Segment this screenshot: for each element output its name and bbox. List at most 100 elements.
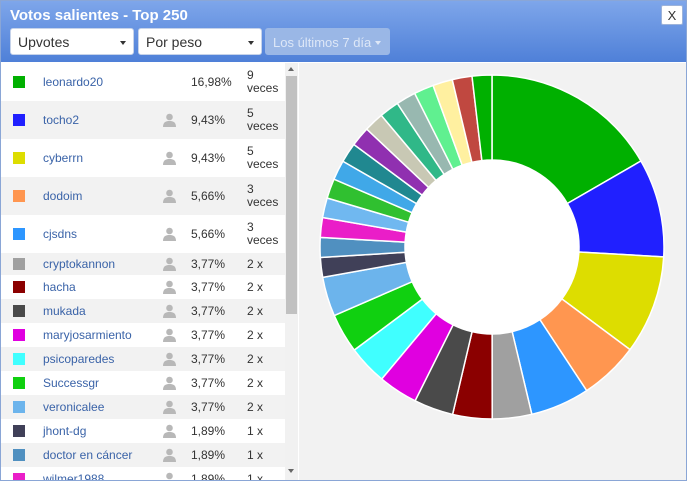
voter-name[interactable]: wilmer1988 xyxy=(43,472,105,481)
color-swatch xyxy=(13,377,25,389)
list-item[interactable]: cjsdns 5,66% 3 veces xyxy=(1,215,285,253)
chart-area xyxy=(299,63,686,480)
voter-name[interactable]: doctor en cáncer xyxy=(43,448,133,462)
list-item[interactable]: dodoim 5,66% 3 veces xyxy=(1,177,285,215)
voter-name[interactable]: leonardo20 xyxy=(43,75,104,89)
scroll-up-icon[interactable] xyxy=(288,67,294,71)
vote-count: 1 x xyxy=(247,472,264,481)
list-item[interactable]: wilmer1988 1,89% 1 x xyxy=(1,467,285,481)
user-icon xyxy=(163,280,176,294)
list-item[interactable]: cyberrn 9,43% 5 veces xyxy=(1,139,285,177)
color-swatch xyxy=(13,425,25,437)
list-item[interactable]: leonardo20 16,98% 9 veces xyxy=(1,63,285,101)
user-icon xyxy=(163,227,176,241)
vote-percentage: 5,66% xyxy=(191,227,226,241)
voter-name[interactable]: dodoim xyxy=(43,189,83,203)
vote-count: 2 x xyxy=(247,376,264,390)
list-scrollbar[interactable] xyxy=(285,63,298,480)
vote-percentage: 5,66% xyxy=(191,189,226,203)
list-item[interactable]: psicoparedes 3,77% 2 x xyxy=(1,347,285,371)
vote-count: 2 x xyxy=(247,400,264,414)
list-item[interactable]: hacha 3,77% 2 x xyxy=(1,275,285,299)
chevron-down-icon xyxy=(375,41,381,45)
voter-name[interactable]: cjsdns xyxy=(43,227,78,241)
scroll-thumb[interactable] xyxy=(286,76,297,314)
scroll-down-icon[interactable] xyxy=(288,469,294,473)
color-swatch xyxy=(13,114,25,126)
user-icon xyxy=(163,328,176,342)
list-item[interactable]: veronicalee 3,77% 2 x xyxy=(1,395,285,419)
vote-percentage: 9,43% xyxy=(191,151,226,165)
vote-percentage: 3,77% xyxy=(191,376,226,390)
list-item[interactable]: Successgr 3,77% 2 x xyxy=(1,371,285,395)
vote-count: 3 veces xyxy=(247,220,279,247)
user-icon xyxy=(163,424,176,438)
vote-type-value: Upvotes xyxy=(18,34,70,50)
vote-percentage: 3,77% xyxy=(191,280,226,294)
vote-count: 9 veces xyxy=(247,68,279,95)
user-icon xyxy=(163,304,176,318)
voter-name[interactable]: tocho2 xyxy=(43,113,80,127)
chevron-down-icon xyxy=(248,41,254,45)
voter-name[interactable]: Successgr xyxy=(43,376,100,390)
voter-name[interactable]: cyberrn xyxy=(43,151,84,165)
color-swatch xyxy=(13,401,25,413)
close-button[interactable]: X xyxy=(661,5,683,25)
color-swatch xyxy=(13,152,25,164)
user-icon xyxy=(163,257,176,271)
list-item[interactable]: jhont-dg 1,89% 1 x xyxy=(1,419,285,443)
vote-percentage: 16,98% xyxy=(191,75,232,89)
vote-percentage: 1,89% xyxy=(191,424,226,438)
voter-list: leonardo20 16,98% 9 veces tocho2 9,43% 5 vece… xyxy=(1,63,298,481)
list-item[interactable]: mukada 3,77% 2 x xyxy=(1,299,285,323)
vote-percentage: 3,77% xyxy=(191,328,226,342)
color-swatch xyxy=(13,305,25,317)
vote-count: 2 x xyxy=(247,328,264,342)
weight-select[interactable]: Por peso xyxy=(138,28,262,55)
vote-count: 2 x xyxy=(247,352,264,366)
color-swatch xyxy=(13,473,25,480)
list-item[interactable]: tocho2 9,43% 5 veces xyxy=(1,101,285,139)
list-item[interactable]: maryjosarmiento 3,77% 2 x xyxy=(1,323,285,347)
vote-count: 1 x xyxy=(247,448,264,462)
voter-name[interactable]: psicoparedes xyxy=(43,352,115,366)
color-swatch xyxy=(13,281,25,293)
list-item[interactable]: cryptokannon 3,77% 2 x xyxy=(1,253,285,275)
vote-count: 2 x xyxy=(247,257,264,271)
color-swatch xyxy=(13,353,25,365)
period-select[interactable]: Los últimos 7 día xyxy=(265,28,390,55)
chevron-down-icon xyxy=(120,41,126,45)
color-swatch xyxy=(13,76,25,88)
vote-count: 3 veces xyxy=(247,182,279,209)
user-icon xyxy=(163,113,176,127)
donut-chart xyxy=(319,74,665,420)
voter-name[interactable]: hacha xyxy=(43,280,76,294)
user-icon xyxy=(163,448,176,462)
voter-name[interactable]: mukada xyxy=(43,304,86,318)
vote-count: 2 x xyxy=(247,280,264,294)
vote-percentage: 3,77% xyxy=(191,304,226,318)
vote-type-select[interactable]: Upvotes xyxy=(10,28,134,55)
color-swatch xyxy=(13,228,25,240)
voter-name[interactable]: veronicalee xyxy=(43,400,105,414)
user-icon xyxy=(163,352,176,366)
voter-name[interactable]: jhont-dg xyxy=(43,424,87,438)
weight-value: Por peso xyxy=(146,34,203,50)
color-swatch xyxy=(13,258,25,270)
vote-percentage: 1,89% xyxy=(191,472,226,481)
user-icon xyxy=(163,151,176,165)
vote-percentage: 3,77% xyxy=(191,257,226,271)
vote-percentage: 9,43% xyxy=(191,113,226,127)
vote-count: 5 veces xyxy=(247,144,279,171)
vote-count: 1 x xyxy=(247,424,264,438)
color-swatch xyxy=(13,329,25,341)
user-icon xyxy=(163,400,176,414)
voter-name[interactable]: cryptokannon xyxy=(43,257,116,271)
vote-percentage: 1,89% xyxy=(191,448,226,462)
vote-percentage: 3,77% xyxy=(191,400,226,414)
voter-name[interactable]: maryjosarmiento xyxy=(43,328,132,342)
list-item[interactable]: doctor en cáncer 1,89% 1 x xyxy=(1,443,285,467)
user-icon xyxy=(163,189,176,203)
color-swatch xyxy=(13,190,25,202)
